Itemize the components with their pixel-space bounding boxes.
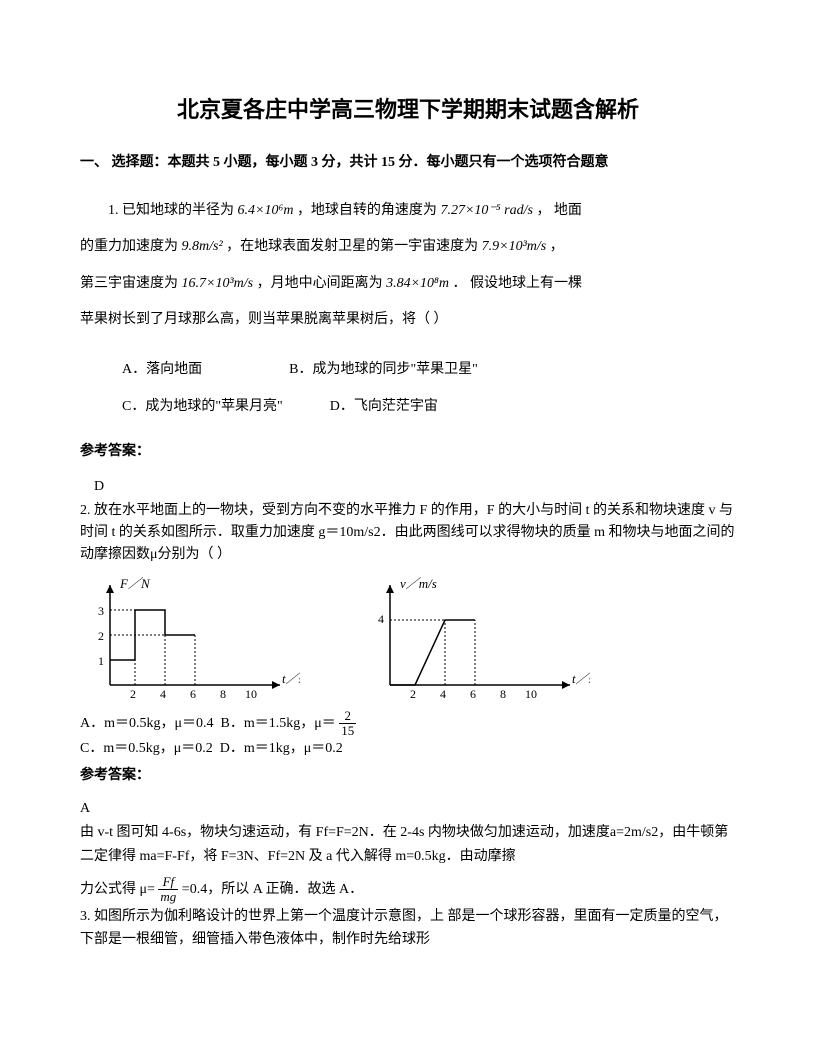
explain-text: 力公式得 μ= xyxy=(80,882,155,897)
fraction: 2 15 xyxy=(339,709,356,739)
q1-val6: 3.84×10⁸m xyxy=(386,276,449,291)
tick: 6 xyxy=(470,687,476,701)
q1-val1: 6.4×10⁶m xyxy=(238,203,294,218)
tick: 10 xyxy=(525,687,537,701)
explanation: 由 v-t 图可知 4-6s，物块匀速运动，有 Ff=F=2N．在 2-4s 内… xyxy=(80,821,736,904)
option-a: A．落向地面 xyxy=(122,362,202,377)
tick: 2 xyxy=(410,687,416,701)
chart-velocity-time: v／m/s t／s 4 2 4 6 8 10 xyxy=(360,575,590,705)
tick: 2 xyxy=(130,687,136,701)
option-c: C．成为地球的"苹果月亮" xyxy=(122,399,283,414)
q1-text: ． 假设地球上有一棵 xyxy=(453,276,583,291)
option-c: C．m＝0.5kg，μ＝0.2 xyxy=(80,741,213,756)
q1-text: 第三宇宙速度为 xyxy=(80,276,178,291)
q1-text: ， xyxy=(550,239,564,254)
tick: 4 xyxy=(378,612,384,626)
frac-den: mg xyxy=(158,890,178,904)
option-d: D．m＝1kg，μ＝0.2 xyxy=(220,741,343,756)
q1-text: ，地球自转的角速度为 xyxy=(297,203,437,218)
chart2-xlabel: t／s xyxy=(572,671,590,686)
explain-text: 由 v-t 图可知 4-6s，物块匀速运动，有 Ff=F=2N．在 2-4s 内… xyxy=(80,825,728,864)
tick: 10 xyxy=(245,687,257,701)
page-title: 北京夏各庄中学高三物理下学期期末试题含解析 xyxy=(80,90,736,130)
q1-val3: 9.8m/s² xyxy=(182,239,223,254)
q2-answer: A xyxy=(80,796,736,821)
tick: 2 xyxy=(98,629,104,643)
tick: 1 xyxy=(98,654,104,668)
option-b: B．m＝1.5kg，μ＝ xyxy=(221,716,336,731)
tick: 8 xyxy=(500,687,506,701)
tick: 4 xyxy=(440,687,446,701)
q1-text: ，月地中心间距离为 xyxy=(257,276,383,291)
tick: 3 xyxy=(98,604,104,618)
q1-text: 的重力加速度为 xyxy=(80,239,178,254)
q1-val5: 16.7×10³m/s xyxy=(182,276,254,291)
question-3: 3. 如图所示为伽利略设计的世界上第一个温度计示意图，上 部是一个球形容器，里面… xyxy=(80,906,736,951)
frac-num: Ff xyxy=(158,875,178,890)
frac-num: 2 xyxy=(339,709,356,724)
q1-text: 1. 已知地球的半径为 xyxy=(108,203,234,218)
option-d: D．飞向茫茫宇宙 xyxy=(330,399,438,414)
q1-val4: 7.9×10³m/s xyxy=(482,239,547,254)
tick: 4 xyxy=(160,687,166,701)
tick: 6 xyxy=(190,687,196,701)
option-a: A．m＝0.5kg，μ＝0.4 xyxy=(80,716,214,731)
chart1-xlabel: t／s xyxy=(282,671,300,686)
charts-row: F／N t／s 1 2 3 2 4 6 8 10 v／m/s t／s 4 2 4… xyxy=(80,575,736,705)
q1-text: ， 地面 xyxy=(536,203,582,218)
chart2-ylabel: v／m/s xyxy=(400,576,437,591)
answer-label: 参考答案： xyxy=(80,439,736,464)
chart1-ylabel: F／N xyxy=(119,576,151,591)
q1-answer: D xyxy=(80,474,736,499)
frac-den: 15 xyxy=(339,724,356,738)
q1-options: A．落向地面 B．成为地球的同步"苹果卫星" C．成为地球的"苹果月亮" D．飞… xyxy=(80,352,736,425)
question-2: 2. 放在水平地面上的一物块，受到方向不变的水平推力 F 的作用，F 的大小与时… xyxy=(80,500,736,567)
section-header: 一、 选择题：本题共 5 小题，每小题 3 分，共计 15 分．每小题只有一个选… xyxy=(80,150,736,175)
answer-label: 参考答案： xyxy=(80,763,736,788)
option-b: B．成为地球的同步"苹果卫星" xyxy=(289,362,478,377)
explain-text: =0.4，所以 A 正确．故选 A． xyxy=(182,882,363,897)
q1-text: 苹果树长到了月球那么高，则当苹果脱离苹果树后，将（ ） xyxy=(80,312,448,327)
q1-text: ，在地球表面发射卫星的第一宇宙速度为 xyxy=(226,239,478,254)
q2-options: A．m＝0.5kg，μ＝0.4 B．m＝1.5kg，μ＝ 2 15 C．m＝0.… xyxy=(80,709,736,761)
tick: 8 xyxy=(220,687,226,701)
fraction: Ff mg xyxy=(158,875,178,905)
chart-force-time: F／N t／s 1 2 3 2 4 6 8 10 xyxy=(80,575,300,705)
q1-val2: 7.27×10⁻⁵ rad/s xyxy=(440,203,533,218)
question-1: 1. 已知地球的半径为 6.4×10⁶m ，地球自转的角速度为 7.27×10⁻… xyxy=(80,193,736,339)
